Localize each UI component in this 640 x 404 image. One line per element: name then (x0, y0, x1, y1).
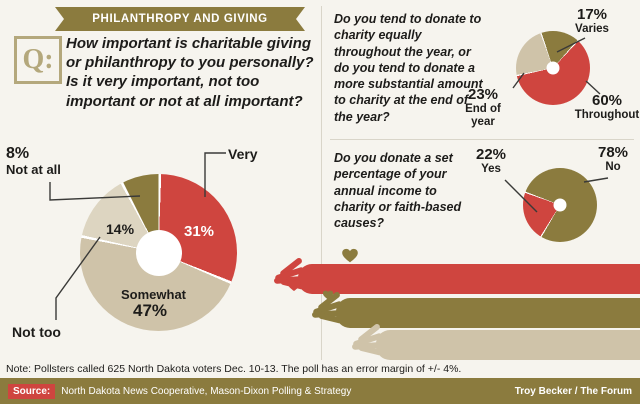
yes-pct: 22% (475, 146, 507, 163)
varies-label: Varies (575, 23, 609, 36)
slice-label-somewhat: Somewhat (121, 287, 187, 302)
question-icon: Q: (14, 36, 62, 84)
heart-icon (287, 279, 301, 292)
throughout-pct: 60% (591, 92, 623, 109)
source-label-chip: Source: (8, 383, 56, 399)
arm-red (274, 258, 640, 294)
slice-label-very-pct: 31% (184, 223, 215, 240)
annotation-yes: 22% Yes (468, 146, 514, 176)
annotation-endofyear: 23% End of year (452, 86, 514, 130)
timing-question-text: Do you tend to donate to charity equally… (334, 12, 483, 124)
endofyear-pct: 23% (467, 86, 499, 103)
horizontal-divider (330, 139, 634, 140)
source-bar: Source: North Dakota News Cooperative, M… (0, 378, 640, 404)
leader-very (204, 152, 226, 197)
arm-tan (352, 324, 640, 360)
annotation-nottoo-label: Not too (12, 324, 61, 340)
yes-label: Yes (481, 163, 501, 176)
varies-pct: 17% (576, 6, 608, 23)
setpct-pie-chart (523, 168, 597, 242)
slice-label-somewhat-pct: 47% (133, 301, 168, 320)
annotation-no: 78% No (590, 144, 636, 174)
banner-ribbon: PHILANTHROPY AND GIVING (55, 7, 305, 31)
throughout-label: Throughout (574, 109, 640, 122)
annotation-varies: 17% Varies (562, 6, 622, 36)
annotation-throughout: 60% Throughout (574, 92, 640, 122)
no-pct: 78% (597, 144, 629, 161)
note-text: Note: Pollsters called 625 North Dakota … (6, 363, 462, 375)
hands-illustration (274, 248, 640, 360)
source-text: North Dakota News Cooperative, Mason-Dix… (61, 385, 352, 397)
main-question-text: How important is charitable giving or ph… (66, 35, 314, 110)
heart-icon (342, 248, 358, 263)
arm-olive (312, 292, 640, 328)
heart-icon (322, 290, 334, 300)
no-label: No (605, 161, 621, 174)
setpct-question-text: Do you donate a set percentage of your a… (334, 151, 462, 230)
slice-label-nottoo-pct: 14% (106, 221, 135, 237)
endofyear-label: End of year (465, 103, 501, 129)
annotation-very-label: Very (228, 146, 258, 162)
vertical-divider (321, 6, 322, 360)
donut-hole (553, 198, 567, 212)
donut-hole (135, 229, 182, 276)
donut-hole (546, 61, 560, 75)
annotation-notatall-label: Not at all (6, 162, 61, 177)
credit-text: Troy Becker / The Forum (514, 385, 632, 397)
annotation-notatall-pct: 8% (6, 145, 30, 162)
